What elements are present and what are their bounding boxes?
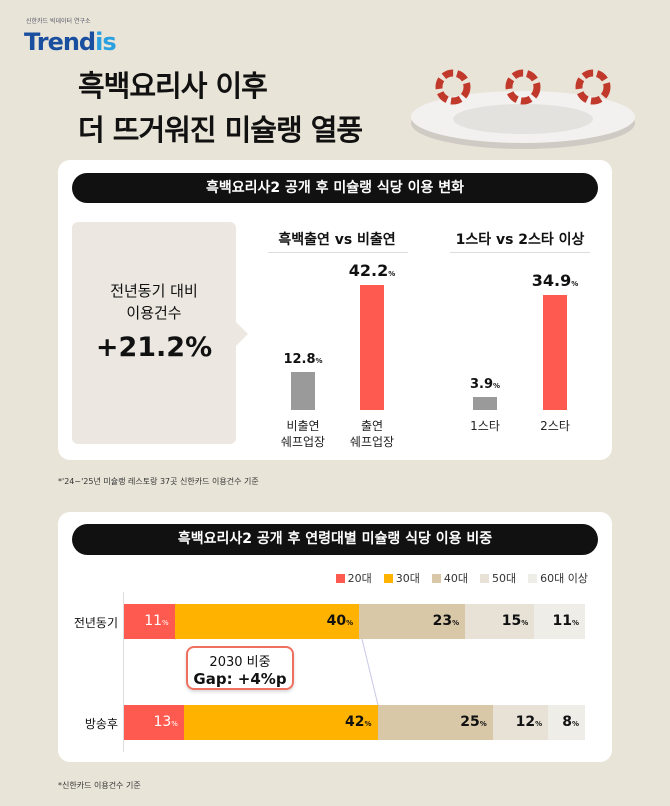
bar [473, 397, 497, 410]
bar-segment: 25% [377, 705, 493, 740]
bar-segment: 12% [492, 705, 549, 740]
bar-segment: 11% [534, 604, 585, 639]
title-line-2: 더 뜨거워진 미슐랭 열풍 [78, 113, 363, 147]
row-label: 전년동기 [73, 616, 118, 630]
plate-illustration [411, 69, 635, 149]
bar-segment: 15% [465, 604, 535, 639]
brand-subtitle: 신한카드 빅데이터 연구소 [26, 18, 91, 25]
bar-segment: 8% [548, 705, 585, 740]
card2-header: 흑백요리사2 공개 후 연령대별 미슐랭 식당 이용 비중 [72, 524, 598, 555]
kpi-box: 전년동기 대비 이용건수 +21.2% [72, 222, 236, 444]
bar-value-label: 12.8% [283, 352, 323, 368]
bar [543, 295, 567, 410]
category-label: 2스타 [540, 419, 570, 433]
brand-logo: Trendis [24, 28, 117, 56]
bar-segment: 42% [183, 705, 378, 740]
category-label: 출연 쉐프업장 [349, 419, 395, 449]
legend-item: 30대 [383, 570, 420, 586]
kpi-arrow [236, 322, 248, 346]
title-line-1: 흑백요리사 이후 [78, 69, 268, 103]
legend-item: 20대 [335, 570, 372, 586]
bar [360, 285, 384, 410]
bar-value-label: 34.9% [531, 271, 579, 290]
card1-footnote: *'24~'25년 미슐랭 레스토랑 37곳 신한카드 이용건수 기준 [58, 477, 259, 486]
kpi-label-2: 이용건수 [126, 304, 182, 322]
legend-item: 60대 이상 [528, 570, 588, 586]
legend-item: 50대 [480, 570, 516, 586]
bar [291, 372, 315, 410]
axis-line [123, 592, 124, 752]
page-title: 흑백요리사 이후 더 뜨거워진 미슐랭 열풍 [78, 64, 363, 152]
chart1-title: 흑백출연 vs 비출연 [278, 232, 396, 248]
bar-value-label: 42.2% [348, 261, 396, 280]
bar-segment: 40% [174, 604, 360, 639]
bar-segment: 11% [124, 604, 175, 639]
michelin-stars-icon [435, 69, 611, 105]
callout-line-1: 2030 비중 [209, 655, 271, 670]
legend: 20대 30대 40대 50대 60대 이상 [335, 570, 588, 586]
bar-segment: 23% [359, 604, 466, 639]
card2-footnote: *신한카드 이용건수 기준 [58, 781, 141, 790]
row-label: 방송후 [84, 717, 118, 731]
kpi-label-1: 전년동기 대비 [110, 282, 198, 300]
chart1-divider [268, 252, 408, 253]
category-label: 1스타 [470, 419, 500, 433]
card1-header: 흑백요리사2 공개 후 미슐랭 식당 이용 변화 [72, 173, 598, 203]
callout-line-2: Gap: +4%p [193, 670, 287, 688]
bar-segment: 13% [124, 705, 184, 740]
chart2-divider [450, 252, 590, 253]
category-label: 비출연 쉐프업장 [280, 419, 326, 449]
kpi-value: +21.2% [95, 332, 213, 363]
gap-callout: 2030 비중 Gap: +4%p [186, 646, 294, 690]
bar-value-label: 3.9% [469, 377, 501, 393]
legend-item: 40대 [431, 570, 468, 586]
chart2-title: 1스타 vs 2스타 이상 [455, 232, 585, 248]
